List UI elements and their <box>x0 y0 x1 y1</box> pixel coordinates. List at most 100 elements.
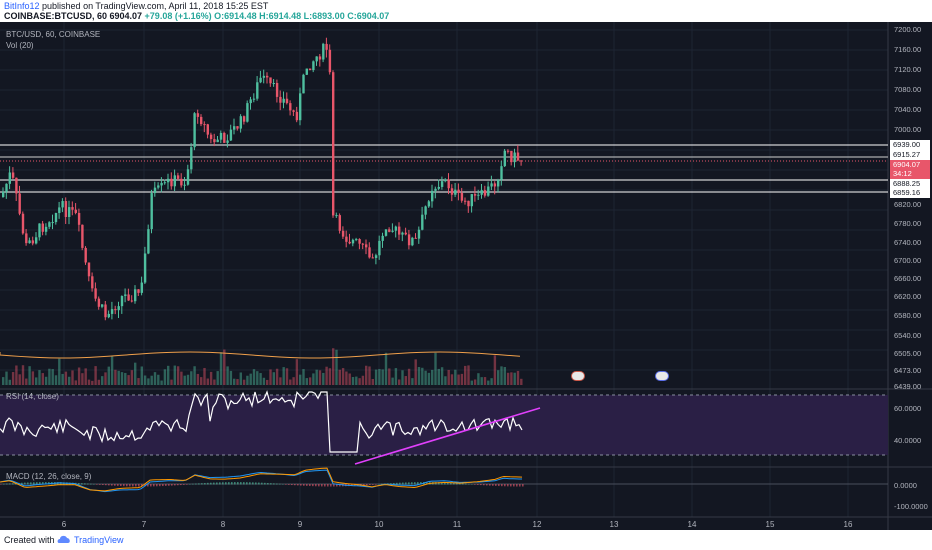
candle-body <box>431 190 434 202</box>
volume-bar <box>345 371 348 385</box>
volume-bar <box>368 366 371 385</box>
candle-body <box>134 289 137 302</box>
macd-histogram-bar <box>417 482 419 485</box>
volume-bar <box>97 379 101 385</box>
volume-bar <box>457 374 460 385</box>
volume-bar <box>226 366 229 385</box>
candle-body <box>21 213 25 234</box>
candle-body <box>130 300 134 302</box>
candle-body <box>355 239 358 241</box>
candle-body <box>94 288 97 299</box>
macd-histogram-bar <box>255 482 257 485</box>
earnings-event-icon[interactable] <box>571 371 585 381</box>
candle-body <box>117 306 120 311</box>
dividend-event-icon[interactable] <box>655 371 669 381</box>
volume-bar <box>325 366 328 385</box>
price-tick: 6780.00 <box>894 219 922 228</box>
price-tick: 7040.00 <box>894 105 922 114</box>
volume-bar <box>434 352 437 385</box>
candle-body <box>285 98 289 104</box>
candle-body <box>417 229 421 239</box>
macd-histogram-bar <box>99 484 101 485</box>
candle-body <box>289 103 292 111</box>
candle-body <box>25 233 28 244</box>
volume-bar <box>249 373 252 385</box>
macd-histogram-bar <box>495 484 497 486</box>
volume-bar <box>450 374 454 385</box>
volume-bar <box>134 362 137 385</box>
volume-bar <box>143 375 147 385</box>
macd-histogram-bar <box>147 484 149 487</box>
rsi-band <box>0 395 888 455</box>
candle-body <box>160 182 163 186</box>
volume-bar <box>58 358 61 385</box>
candle-body <box>44 226 48 232</box>
candle-body <box>71 207 74 210</box>
macd-histogram-bar <box>471 483 473 485</box>
candle-body <box>365 244 368 248</box>
volume-bar <box>246 375 249 385</box>
candle-body <box>216 139 219 143</box>
macd-histogram-bar <box>204 483 206 485</box>
volume-bar <box>81 373 84 385</box>
volume-bar <box>493 355 497 385</box>
candle-body <box>506 150 510 152</box>
macd-histogram-bar <box>24 482 26 485</box>
volume-bar <box>11 372 15 385</box>
macd-label: MACD (12, 26, close, 9) <box>6 472 92 481</box>
candle-body <box>107 313 110 318</box>
volume-bar <box>28 366 31 385</box>
volume-bar <box>18 374 21 385</box>
candle-body <box>368 247 371 258</box>
candle-body <box>444 179 447 182</box>
volume-bar <box>153 372 157 385</box>
volume-bar <box>431 369 434 385</box>
macd-histogram-bar <box>252 482 254 485</box>
candle-body <box>450 188 454 195</box>
volume-bar <box>124 372 127 385</box>
volume-bar <box>302 369 305 385</box>
candle-body <box>520 160 523 162</box>
macd-histogram-bar <box>156 484 158 487</box>
macd-histogram-bar <box>135 484 137 487</box>
candle-body <box>480 190 483 195</box>
macd-histogram-bar <box>333 484 335 487</box>
volume-bar <box>315 369 318 385</box>
candle-body <box>183 184 186 186</box>
macd-histogram-bar <box>117 484 119 486</box>
macd-histogram-bar <box>42 482 44 485</box>
macd-histogram-bar <box>468 483 470 485</box>
volume-bar <box>186 374 190 385</box>
macd-histogram-bar <box>477 484 479 485</box>
candle-body <box>398 226 401 235</box>
chart-area[interactable]: BTC/USD, 60, COINBASE Vol (20) RSI (14, … <box>0 22 932 530</box>
candle-body <box>440 181 444 187</box>
volume-bar <box>480 377 483 385</box>
author-link[interactable]: BitInfo12 <box>4 1 40 11</box>
candle-body <box>84 247 87 263</box>
macd-histogram-bar <box>150 484 152 487</box>
price-tick: 7160.00 <box>894 45 922 54</box>
volume-bar <box>216 371 219 385</box>
volume-bar <box>101 376 104 385</box>
macd-histogram-bar <box>162 484 164 487</box>
volume-bar <box>348 373 351 385</box>
tradingview-brand[interactable]: TradingView <box>74 535 124 545</box>
candle-body <box>338 215 341 231</box>
price-tick: 7200.00 <box>894 25 922 34</box>
volume-bar <box>94 366 97 385</box>
chart-canvas[interactable] <box>0 22 932 530</box>
macd-histogram-bar <box>243 482 245 485</box>
volume-bar <box>335 349 338 385</box>
volume-bar <box>236 379 239 385</box>
volume-bar <box>256 371 259 385</box>
candle-body <box>470 194 473 207</box>
rsi-label: RSI (14, close) <box>6 392 59 401</box>
price-tick: 6740.00 <box>894 238 922 247</box>
candle-body <box>186 169 190 185</box>
symbol-line: COINBASE:BTCUSD, 60 6904.07 +79.08 (+1.1… <box>4 11 389 21</box>
volume-bar <box>318 370 322 385</box>
candle-body <box>252 98 256 100</box>
volume-bar <box>170 379 173 385</box>
candle-body <box>332 72 335 216</box>
